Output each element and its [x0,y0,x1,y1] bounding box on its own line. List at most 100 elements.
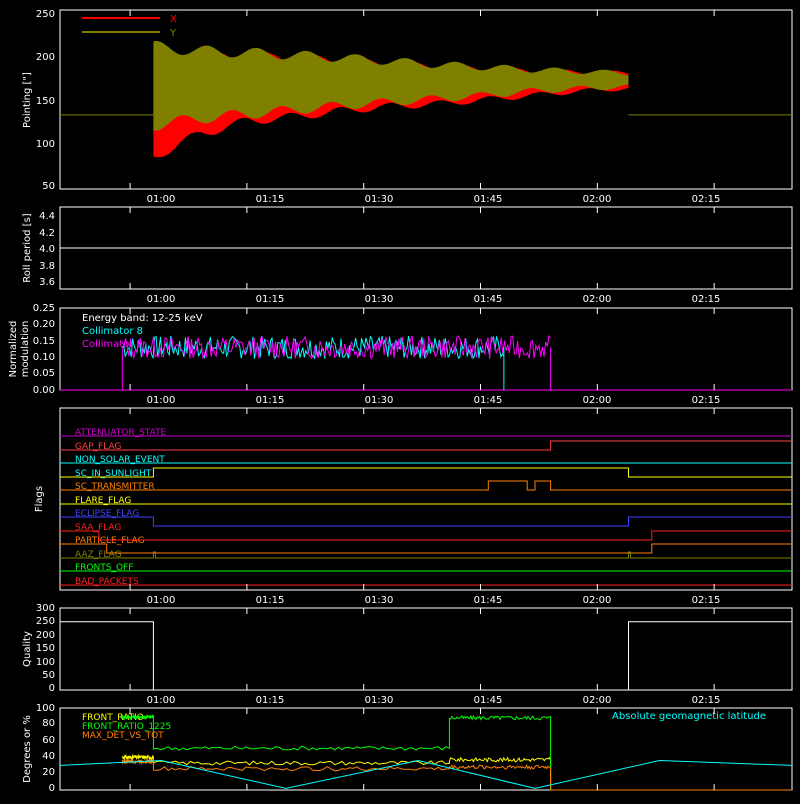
y-tick-label: 0 [49,683,55,694]
quality-ylabel: Quality [22,631,33,667]
flag-line [60,480,792,491]
x-tick-label: 02:00 [583,595,612,606]
y-tick-label: 200 [36,52,55,63]
flags-series-group [60,435,792,586]
x-tick-label: 01:00 [147,395,176,406]
y-tick-label: 150 [36,643,55,654]
x-tick-label: 01:15 [256,395,285,406]
y-tick-label: 4.2 [39,228,55,239]
y-tick-label: 0.10 [33,352,55,363]
quality-series-group [60,621,792,691]
y-tick-label: 0.05 [33,368,55,379]
ratios-legend-front-ratio-1225: FRONT_RATIO_1225 [82,722,171,732]
modulation-ylabel-line1: Normalized [8,321,19,378]
y-tick-label: 20 [42,767,55,778]
flag-line [60,440,792,451]
flag-line [60,516,792,527]
x-tick-label: 02:00 [583,294,612,305]
y-tick-label: 100 [36,657,55,668]
y-tick-label: 4.4 [39,211,55,222]
flag-label-gap-flag: GAP_FLAG [75,442,121,452]
y-tick-label: 0 [49,783,55,794]
y-tick-label: 100 [36,703,55,714]
y-tick-label: 100 [36,139,55,150]
geomagnetic-latitude-line [59,759,793,789]
flag-line [60,467,792,478]
modulation-energy-band: Energy band: 12-25 keV [82,313,203,324]
flag-label-non-solar-event: NON_SOLAR_EVENT [75,455,165,465]
modulation-legend-collimator8: Collimator 8 [82,326,143,337]
x-tick-label: 02:00 [583,395,612,406]
flag-label-sc-in-sunlight: SC_IN_SUNLIGHT [75,469,152,479]
x-tick-label: 01:30 [365,595,394,606]
modulation-legend-collimator9: Collimator 9 [82,339,143,350]
x-tick-label: 01:30 [365,395,394,406]
x-tick-label: 02:15 [692,294,721,305]
y-tick-label: 60 [42,735,55,746]
flag-label-bad-packets: BAD_PACKETS [75,577,139,587]
flag-label-aaz-flag: AAZ_FLAG [75,550,122,560]
x-tick-label: 01:00 [147,194,176,205]
y-tick-label: 300 [36,603,55,614]
x-tick-label: 01:00 [147,695,176,706]
x-tick-label: 01:00 [147,294,176,305]
front-ratio-line [121,753,792,791]
x-tick-label: 01:30 [365,294,394,305]
x-tick-label: 02:00 [583,695,612,706]
pointing-panel [59,9,793,190]
y-tick-label: 250 [36,9,55,20]
x-tick-label: 01:45 [474,194,503,205]
y-tick-label: 4.0 [39,244,55,255]
tick-marks-group [129,10,715,790]
x-tick-label: 01:45 [474,595,503,606]
max-det-line [121,757,792,791]
flag-label-fronts-off: FRONTS_OFF [75,563,133,573]
front-ratio-1225-line [121,713,792,791]
y-tick-label: 80 [42,718,55,729]
ratios-legend-max-det: MAX_DET_VS_TOT [82,731,164,741]
roll-ylabel: Roll period [s] [22,213,33,282]
flag-label-saa-flag: SAA_FLAG [75,523,121,533]
x-tick-label: 02:00 [583,194,612,205]
y-tick-label: 250 [36,616,55,627]
flag-label-flare-flag: FLARE_FLAG [75,496,131,506]
ratios-series-group [59,713,793,791]
flag-line [60,551,792,559]
ratios-legend-front-ratio: FRONT_RATIO [82,713,144,723]
ratios-ylabel: Degrees or % [22,715,33,783]
pointing-legend-y: Y [169,28,177,39]
x-tick-label: 02:15 [692,695,721,706]
pointing-series-group [60,41,792,158]
flags-panel [59,407,793,591]
x-tick-label: 02:15 [692,595,721,606]
x-tick-label: 01:45 [474,695,503,706]
x-tick-label: 01:45 [474,395,503,406]
y-tick-label: 40 [42,751,55,762]
quality-line [60,621,792,691]
modulation-series-group [60,334,792,391]
pointing-ylabel: Pointing ["] [22,72,33,128]
flags-ylabel: Flags [34,486,45,512]
y-tick-label: 0.00 [33,385,55,396]
x-tick-label: 01:30 [365,194,394,205]
flag-label-particle-flag: PARTICLE_FLAG [75,536,145,546]
flag-label-eclipse-flag: ECLIPSE_FLAG [75,509,139,519]
y-tick-label: 0.20 [33,319,55,330]
x-tick-label: 01:15 [256,294,285,305]
x-tick-label: 02:15 [692,194,721,205]
pointing-legend-x: X [170,14,177,25]
flag-label-sc-transmitter: SC_TRANSMITTER [75,482,155,492]
y-tick-label: 50 [42,670,55,681]
x-tick-label: 01:00 [147,595,176,606]
collimator9-line [121,334,551,360]
ratios-geomag-label: Absolute geomagnetic latitude [612,711,766,722]
x-tick-label: 01:30 [365,695,394,706]
x-tick-label: 02:15 [692,395,721,406]
y-tick-label: 50 [42,181,55,192]
x-tick-label: 01:45 [474,294,503,305]
y-tick-label: 3.8 [39,261,55,272]
flag-label-attenuator-state: ATTENUATOR_STATE [75,428,167,438]
x-tick-label: 01:15 [256,194,285,205]
flag-line [60,543,792,554]
